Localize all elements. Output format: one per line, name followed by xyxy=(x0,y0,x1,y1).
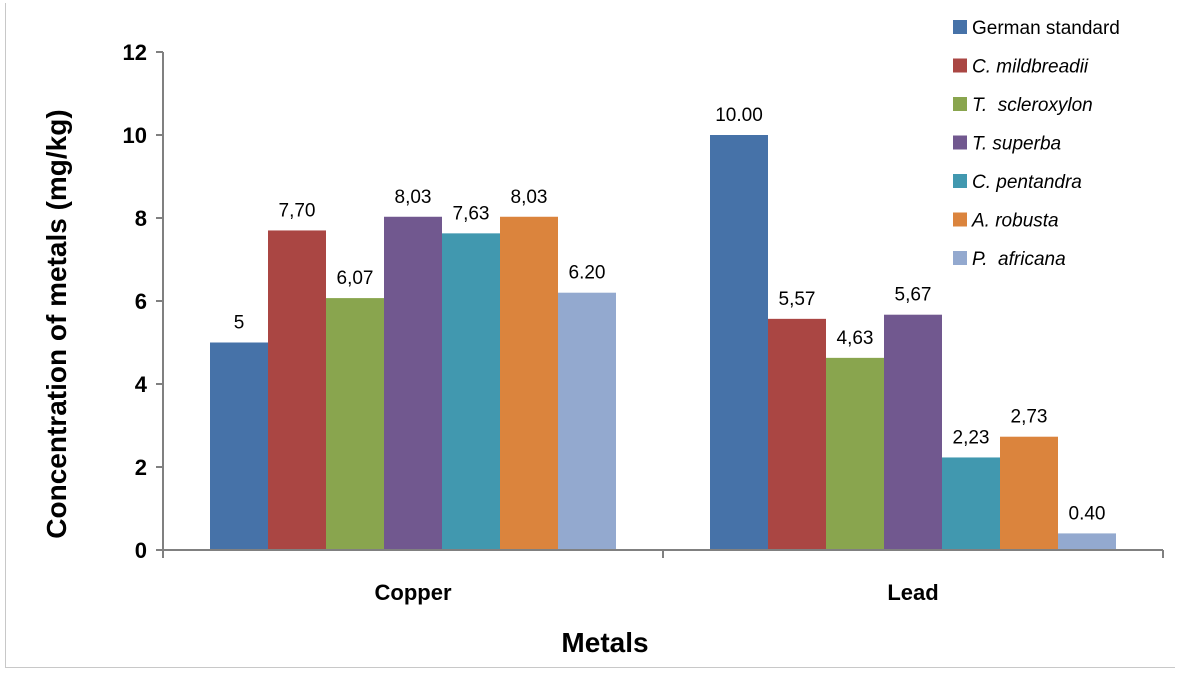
bar xyxy=(210,342,268,550)
bar xyxy=(558,292,616,550)
y-tick-label: 2 xyxy=(135,455,147,480)
legend-entry-label: German standard xyxy=(972,18,1120,39)
y-axis-title: Concentration of metals (mg/kg) xyxy=(41,109,72,538)
bar xyxy=(326,298,384,550)
bar-data-label: 5 xyxy=(234,313,245,334)
legend-swatch xyxy=(953,58,967,73)
y-tick-label: 6 xyxy=(135,289,147,314)
bar xyxy=(442,233,500,551)
bar xyxy=(942,457,1000,550)
bar xyxy=(1000,436,1058,550)
bar-data-label: 5,67 xyxy=(895,285,932,306)
legend-swatch xyxy=(953,174,967,188)
legend-entry-label: C. mildbreadii xyxy=(972,57,1089,78)
y-ticks-group: 0 2 4 6 8 10 12 xyxy=(123,40,163,563)
legend-swatch xyxy=(953,20,967,34)
x-category-label: Copper xyxy=(375,580,452,605)
bar-data-label: 5,57 xyxy=(779,289,816,310)
bar-data-label: 7,63 xyxy=(453,203,490,224)
y-tick-label: 10 xyxy=(123,123,147,148)
bar-data-label: 10.00 xyxy=(715,105,763,126)
bar xyxy=(384,216,442,550)
legend-swatch xyxy=(953,212,967,227)
legend-entry-label: T. superba xyxy=(972,134,1061,155)
legend-swatch xyxy=(953,97,967,111)
legend-swatch xyxy=(953,135,967,150)
bars-group xyxy=(210,135,1116,551)
bar-data-label: 8,03 xyxy=(511,187,548,208)
x-axis-title: Metals xyxy=(561,627,648,658)
bar-data-label: 6,07 xyxy=(337,268,374,289)
bar-data-label: 0.40 xyxy=(1069,503,1106,524)
bar xyxy=(268,230,326,550)
bar xyxy=(826,357,884,550)
legend: German standard C. mildbreadii T. scleroxy… xyxy=(953,18,1120,270)
y-tick-label: 12 xyxy=(123,40,147,65)
bar xyxy=(884,314,942,550)
bar-data-label: 8,03 xyxy=(395,187,432,208)
bar-data-label: 2,73 xyxy=(1011,407,1048,428)
bar-data-label: 6.20 xyxy=(569,263,606,284)
bar xyxy=(710,135,768,550)
bar-data-label: 7,70 xyxy=(279,200,316,221)
legend-entry-label: P. africana xyxy=(972,249,1066,270)
bar xyxy=(768,318,826,550)
legend-entry-label: T. scleroxylon xyxy=(972,95,1093,116)
legend-entry-label: A. robusta xyxy=(971,211,1059,232)
legend-swatch xyxy=(953,251,967,265)
bar xyxy=(1058,533,1116,550)
data-labels-group: 5 7,70 6,07 8,03 7,63 8,03 6.20 10.00 5,57 4,63 5,… xyxy=(234,105,1106,524)
bar xyxy=(500,216,558,550)
y-tick-label: 4 xyxy=(135,372,148,397)
chart-frame xyxy=(5,3,1175,668)
x-ticks-group: Copper Lead xyxy=(162,550,1164,605)
y-tick-label: 0 xyxy=(135,538,147,563)
bar-data-label: 4,63 xyxy=(837,328,874,349)
bar-data-label: 2,23 xyxy=(953,427,990,448)
legend-entry-label: C. pentandra xyxy=(972,172,1082,193)
y-tick-label: 8 xyxy=(135,206,147,231)
x-category-label: Lead xyxy=(887,580,938,605)
